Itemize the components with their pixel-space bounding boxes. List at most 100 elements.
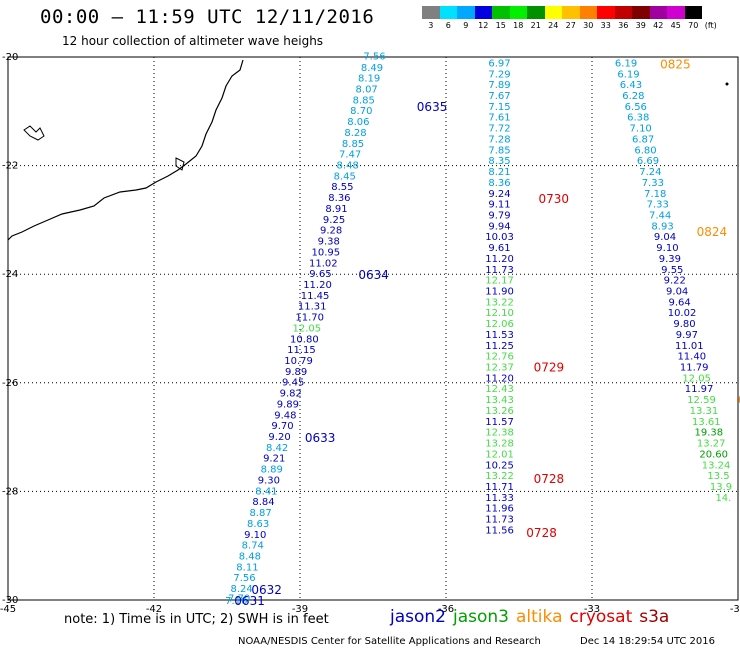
wave-height-value: 13.5 <box>707 471 729 482</box>
color-scale-label: 21 <box>530 21 541 30</box>
wave-height-value: 7.89 <box>488 80 510 91</box>
coastline <box>7 59 244 241</box>
pass-time-label: 0635 <box>417 100 448 114</box>
wave-height-value: 11.90 <box>485 286 514 297</box>
legend-s3a: s3a <box>639 607 670 627</box>
color-scale-cell <box>667 6 685 19</box>
wave-height-value: 8.63 <box>247 519 269 530</box>
color-scale-cell <box>544 6 562 19</box>
color-scale-label: 39 <box>635 21 646 30</box>
wave-height-value: 10.95 <box>311 247 340 258</box>
wave-height-value: 11.73 <box>485 515 514 526</box>
wave-height-value: 8.11 <box>236 562 258 573</box>
wave-height-value: 6.19 <box>615 58 637 69</box>
wave-height-value: 12.38 <box>485 428 514 439</box>
wave-height-value: 9.48 <box>274 410 296 421</box>
wave-height-value: 9.38 <box>318 237 340 248</box>
wave-height-value: 8.87 <box>249 508 271 519</box>
wave-height-value: 6.80 <box>634 145 656 156</box>
wave-height-value: 7.56 <box>233 573 255 584</box>
wave-height-value: 8.91 <box>325 204 347 215</box>
pass-time-label: 0824 <box>697 225 728 239</box>
wave-height-value: 9.39 <box>659 254 681 265</box>
wave-height-value: 9.22 <box>664 276 686 287</box>
wave-height-value: 11.71 <box>485 482 514 493</box>
pass-time-label: 0729 <box>534 361 565 375</box>
wave-height-value: 8.55 <box>331 182 353 193</box>
wave-height-value: 7.70 <box>228 593 250 604</box>
wave-height-value: 9.89 <box>285 367 307 378</box>
wave-height-value: 8.41 <box>255 486 277 497</box>
wave-height-value: 7.16 <box>225 596 247 607</box>
wave-height-value: 8.06 <box>347 117 369 128</box>
color-scale-cell <box>527 6 545 19</box>
color-scale-label: 6 <box>445 21 451 30</box>
color-scale-label: 24 <box>548 21 559 30</box>
pass-time-label: 08 <box>738 393 740 407</box>
color-scale-label: 15 <box>495 21 506 30</box>
wave-height-value: 9.11 <box>488 200 510 211</box>
pass-time-label: 0825 <box>660 58 691 72</box>
latitude-tick-label: -28 <box>2 486 18 497</box>
color-scale-label: 27 <box>565 21 576 30</box>
island-outline <box>175 157 185 171</box>
wave-height-value: 7.61 <box>488 113 510 124</box>
wave-height-value: 8.70 <box>350 106 372 117</box>
wave-height-value: 13.43 <box>485 395 514 406</box>
wave-height-value: 10.02 <box>668 308 697 319</box>
wave-height-value: 12.43 <box>485 384 514 395</box>
wave-height-value: 12.37 <box>485 363 514 374</box>
map-subtitle: 12 hour collection of altimeter wave hei… <box>62 34 324 48</box>
wave-height-value: 9.25 <box>323 215 345 226</box>
color-scale-label: 9 <box>463 21 469 30</box>
color-scale-cell <box>509 6 527 19</box>
wave-height-value: 7.15 <box>488 102 510 113</box>
wave-height-value: 11.33 <box>485 493 514 504</box>
wave-height-value: 7.72 <box>488 124 510 135</box>
wave-height-value: 9.89 <box>277 399 299 410</box>
wave-height-value: 6.87 <box>632 134 654 145</box>
color-scale-cell <box>649 6 667 19</box>
pass-time-label: 0633 <box>305 431 336 445</box>
wave-height-value: 7.33 <box>647 200 669 211</box>
map-title: 00:00 – 11:59 UTC 12/11/2016 <box>40 6 375 28</box>
legend-jason2: jason2 <box>390 607 446 627</box>
wave-height-value: 7.85 <box>488 145 510 156</box>
wave-height-value: 6.97 <box>488 58 510 69</box>
pass-time-label: 0728 <box>526 526 557 540</box>
wave-height-value: 6.28 <box>622 91 644 102</box>
wave-height-value: 9.21 <box>263 454 285 465</box>
wave-height-value: 7.67 <box>488 91 510 102</box>
units-note: note: 1) Time is in UTC; 2) SWH is in fe… <box>64 612 329 627</box>
color-scale-label: 42 <box>653 21 664 30</box>
wave-height-value: 8.49 <box>361 63 383 74</box>
wave-height-value: 8.36 <box>328 193 350 204</box>
wave-height-value: 12.59 <box>687 395 716 406</box>
wave-height-value: 7.33 <box>642 178 664 189</box>
wave-height-value: 20.60 <box>699 449 728 460</box>
wave-height-value: 12.01 <box>485 449 514 460</box>
color-scale-cell <box>562 6 580 19</box>
wave-height-value: 13.9 <box>710 482 732 493</box>
wave-height-value: 9.64 <box>668 297 690 308</box>
color-scale-cell <box>474 6 492 19</box>
longitude-tick-label: -36 <box>438 604 454 615</box>
wave-height-value: 8.35 <box>488 156 510 167</box>
wave-height-value: 9.10 <box>656 243 678 254</box>
wave-height-value: 7.28 <box>488 134 510 145</box>
wave-height-value: 11.57 <box>485 417 514 428</box>
longitude-tick-label: -45 <box>0 604 16 615</box>
wave-height-value: 8.74 <box>242 541 264 552</box>
latitude-tick-label: -20 <box>2 52 18 63</box>
color-scale-cell <box>439 6 457 19</box>
wave-height-value: 11.25 <box>485 341 514 352</box>
wave-height-value: 11.20 <box>303 280 332 291</box>
wave-height-value: 9.04 <box>666 286 688 297</box>
longitude-tick-label: -39 <box>292 604 308 615</box>
color-scale-cell <box>614 6 632 19</box>
color-scale-bar <box>422 6 702 19</box>
latitude-tick-label: -26 <box>2 378 18 389</box>
pass-time-label: 0634 <box>358 268 389 282</box>
wave-height-value: 11.40 <box>677 352 706 363</box>
color-scale-label: 12 <box>478 21 489 30</box>
